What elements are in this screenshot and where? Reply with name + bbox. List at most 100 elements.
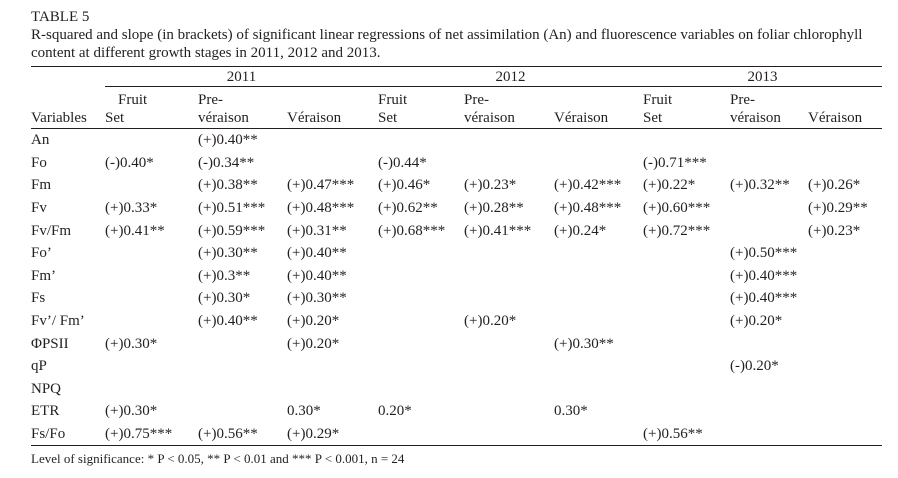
table-cell: [808, 332, 882, 355]
table-cell: [554, 152, 643, 175]
table-cell: [730, 219, 808, 242]
stage-header-row: Variables Fruit Set Pre-véraison Véraison…: [31, 87, 883, 129]
stage-veraison: Véraison: [287, 110, 342, 126]
table-cell: [378, 242, 464, 265]
table-cell: [105, 265, 198, 288]
table-cell: [287, 152, 378, 175]
table-cell: (-)0.40*: [105, 154, 154, 171]
table-cell: [730, 400, 808, 423]
variable-name: Fo: [31, 154, 47, 171]
variable-name: An: [31, 132, 50, 149]
table-cell: (+)0.30*: [105, 335, 158, 352]
table-cell: (+)0.38**: [198, 177, 258, 194]
table-cell: [378, 287, 464, 310]
table-cell: [643, 378, 730, 401]
table-cell: [378, 310, 464, 333]
variable-name: Fo’: [31, 245, 52, 262]
table-cell: (+)0.22*: [643, 177, 696, 194]
table-cell: [464, 378, 554, 401]
table-cell: [378, 378, 464, 401]
table-cell: [808, 400, 882, 423]
stage-fruit-set: Fruit Set: [105, 92, 148, 126]
table-cell: (+)0.20*: [464, 313, 517, 330]
table-cell: (+)0.20*: [287, 335, 340, 352]
table-cell: [378, 423, 464, 446]
table-cell: (+)0.42***: [554, 177, 622, 194]
table-cell: [105, 242, 198, 265]
stage-fruit-set: Fruit Set: [643, 92, 673, 126]
variable-name: ETR: [31, 403, 60, 420]
table-row: Fs/Fo (+)0.75*** (+)0.56** (+)0.29* (+)0.56*…: [31, 423, 883, 446]
table-cell: (+)0.33*: [105, 200, 158, 217]
table-cell: [464, 332, 554, 355]
table-cell: [198, 378, 287, 401]
table-cell: (+)0.20*: [730, 313, 783, 330]
variable-name: Fv/Fm: [31, 222, 72, 239]
table-cell: (+)0.48***: [287, 200, 355, 217]
table-row: Fm (+)0.38** (+)0.47*** (+)0.46* (+)0.23* (+)…: [31, 174, 882, 197]
table-row: Fm’ (+)0.3** (+)0.40** (+)0.40***: [31, 265, 882, 288]
table-cell: [730, 152, 808, 175]
table-cell: (+)0.56**: [643, 426, 703, 443]
variable-name: Fm: [31, 177, 52, 194]
table-cell: (+)0.41**: [105, 222, 165, 239]
table-cell: (+)0.40***: [730, 290, 798, 307]
stage-fruit-set: Fruit Set: [378, 92, 408, 126]
table-cell: [808, 265, 882, 288]
table-cell: [730, 378, 808, 401]
stage-veraison: Véraison: [554, 110, 609, 126]
variable-name: Fs/Fo: [31, 426, 66, 443]
table-caption: R-squared and slope (in brackets) of sig…: [31, 27, 863, 61]
table-cell: (+)0.40**: [198, 313, 258, 330]
table-cell: [554, 355, 643, 378]
table-cell: [105, 174, 198, 197]
significance-footnote: Level of significance: * P < 0.05, ** P …: [31, 451, 405, 467]
table-cell: [464, 287, 554, 310]
table-cell: (+)0.30**: [554, 335, 614, 352]
stage-pre-veraison: Pre-véraison: [464, 92, 515, 126]
table-cell: (+)0.62**: [378, 200, 438, 217]
table-cell: (+)0.40***: [730, 267, 798, 284]
table-cell: [643, 310, 730, 333]
variable-name: Fv’/ Fm’: [31, 313, 85, 330]
variable-name: qP: [31, 358, 47, 375]
table-cell: [554, 265, 643, 288]
table-body: An (+)0.40** Fo (-)0.40* (-)0.34** (-)0.44* (-…: [31, 129, 883, 446]
table-cell: [554, 423, 643, 446]
table-cell: (+)0.40**: [198, 132, 258, 149]
table-cell: (+)0.30*: [105, 403, 158, 420]
table-cell: [643, 265, 730, 288]
year-header-row: 2011 2012 2013: [31, 66, 883, 87]
variables-header: Variables: [31, 110, 87, 126]
table-cell: [808, 129, 882, 152]
table-cell: (+)0.29*: [287, 426, 340, 443]
table-row: Fo (-)0.40* (-)0.34** (-)0.44* (-)0.71***: [31, 152, 882, 175]
table-cell: (+)0.23*: [808, 222, 861, 239]
table-cell: (+)0.60***: [643, 200, 711, 217]
table-figure: TABLE 5 R-squared and slope (in brackets…: [31, 8, 883, 467]
table-cell: (+)0.46*: [378, 177, 431, 194]
table-cell: (+)0.40**: [287, 245, 347, 262]
table-cell: [730, 423, 808, 446]
table-cell: [378, 265, 464, 288]
year-2012: 2012: [378, 66, 644, 87]
table-cell: [808, 152, 882, 175]
table-row: Fs (+)0.30* (+)0.30** (+)0.40***: [31, 287, 882, 310]
table-cell: [378, 332, 464, 355]
table-cell: [554, 287, 643, 310]
table-cell: (+)0.41***: [464, 222, 532, 239]
table-cell: [730, 197, 808, 220]
table-cell: (-)0.20*: [730, 358, 779, 375]
table-cell: (+)0.68***: [378, 222, 446, 239]
table-cell: (+)0.28**: [464, 200, 524, 217]
table-cell: (+)0.40**: [287, 267, 347, 284]
table-cell: [287, 129, 378, 152]
table-cell: (+)0.30**: [287, 290, 347, 307]
table-row: Fo’ (+)0.30** (+)0.40** (+)0.50***: [31, 242, 882, 265]
table-cell: 0.30*: [287, 403, 321, 420]
table-cell: (+)0.48***: [554, 200, 622, 217]
table-cell: [105, 355, 198, 378]
table-cell: [808, 423, 882, 446]
table-cell: [287, 355, 378, 378]
table-cell: (-)0.34**: [198, 154, 255, 171]
